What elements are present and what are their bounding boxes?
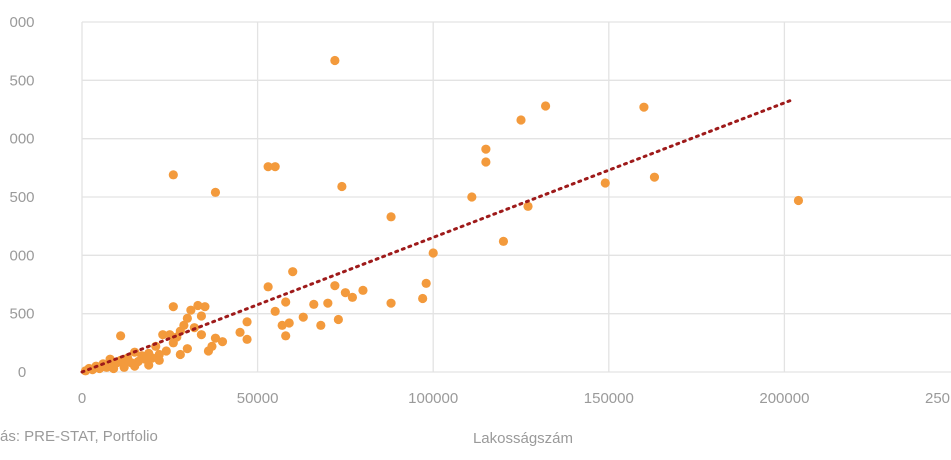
scatter-point	[263, 162, 273, 172]
scatter-point	[263, 282, 273, 292]
y-tick-label: 0	[18, 364, 26, 381]
scatter-point	[270, 306, 280, 316]
scatter-point	[358, 285, 368, 295]
scatter-point	[386, 298, 396, 308]
trendline	[80, 98, 793, 374]
scatter-point	[200, 302, 210, 312]
scatter-point	[298, 312, 308, 322]
scatter-point	[186, 305, 196, 315]
scatter-point	[175, 349, 185, 360]
scatter-point	[270, 162, 280, 172]
scatter-point	[467, 192, 477, 202]
scatter-point	[130, 361, 140, 371]
scatter-point	[210, 187, 221, 197]
scatter-point	[161, 346, 171, 356]
scatter-point	[158, 330, 168, 340]
x-tick-label: 100000	[408, 390, 458, 407]
scatter-point	[309, 299, 319, 309]
scatter-point	[203, 346, 214, 356]
scatter-point	[498, 236, 509, 246]
x-tick-label: 150000	[584, 390, 634, 407]
scatter-point	[182, 344, 192, 354]
y-tick-label: 000	[9, 131, 34, 148]
scatter-point	[116, 331, 126, 341]
scatter-point	[330, 55, 340, 66]
scatter-point	[540, 101, 551, 111]
scatter-point	[242, 317, 252, 327]
scatter-point	[210, 333, 221, 343]
scatter-point	[316, 320, 326, 330]
scatter-point	[421, 278, 431, 288]
scatter-point	[288, 267, 298, 277]
scatter-point	[277, 320, 287, 330]
scatter-point	[330, 281, 340, 291]
scatter-point	[600, 178, 610, 188]
scatter-point	[428, 248, 438, 258]
scatter-point	[217, 337, 228, 347]
scatter-point	[123, 353, 133, 363]
scatter-point	[154, 355, 164, 365]
x-tick-label: 0	[78, 390, 86, 407]
scatter-point	[196, 330, 207, 340]
scatter-point	[281, 331, 291, 341]
scatter-point	[168, 338, 178, 348]
y-tick-label: 000	[9, 14, 34, 31]
x-tick-label: 200000	[759, 390, 809, 407]
scatter-point	[418, 293, 428, 304]
x-tick-label: 50000	[237, 390, 279, 407]
scatter-point	[347, 292, 358, 302]
scatter-point	[323, 298, 333, 308]
y-tick-label: 500	[9, 72, 34, 89]
scatter-point	[281, 297, 291, 307]
scatter-point	[481, 144, 491, 154]
x-tick-label: 250	[925, 390, 950, 407]
scatter-point	[337, 181, 347, 192]
scatter-point	[242, 334, 252, 344]
scatter-point	[639, 102, 649, 112]
scatter-point	[109, 363, 119, 374]
scatter-point	[193, 300, 203, 311]
scatter-point	[516, 115, 526, 125]
scatter-point	[168, 302, 178, 312]
scatter-point	[481, 157, 491, 167]
scatter-point	[119, 362, 129, 372]
scatter-point	[144, 360, 154, 370]
scatter-point	[333, 314, 343, 325]
scatter-point	[235, 327, 245, 337]
source-note: ás: PRE-STAT, Portfolio	[0, 428, 158, 445]
scatter-point	[649, 172, 660, 182]
scatter-point	[182, 313, 192, 323]
scatter-point	[196, 311, 207, 321]
scatter-point	[793, 195, 804, 206]
scatter-point	[340, 288, 350, 298]
y-tick-label: 500	[9, 189, 34, 206]
y-tick-label: 000	[9, 247, 34, 264]
scatter-point	[386, 212, 396, 222]
scatter-point	[168, 170, 178, 180]
y-tick-label: 500	[9, 306, 34, 323]
x-axis-label: Lakosságszám	[473, 430, 573, 447]
scatter-point	[523, 201, 533, 211]
scatter-point	[284, 318, 294, 328]
